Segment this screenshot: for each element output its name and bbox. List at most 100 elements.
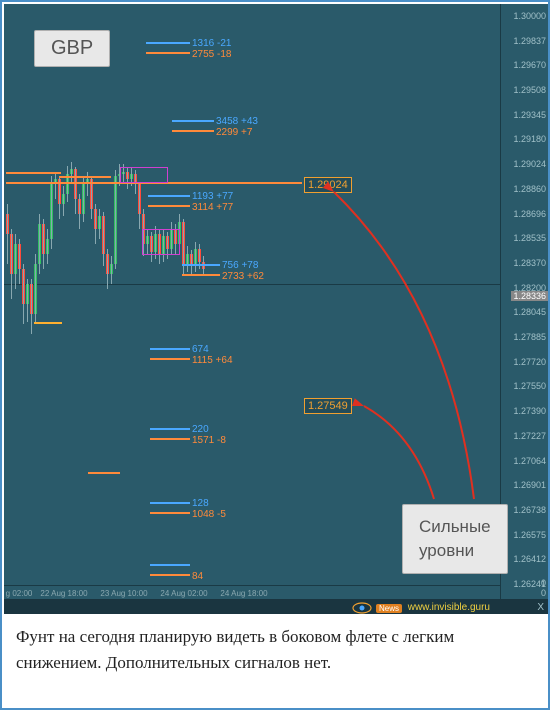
- y-tick-label: 1.28535: [513, 233, 546, 243]
- y-tick-label: 1.27550: [513, 381, 546, 391]
- level-marker-bottom: [150, 438, 190, 440]
- news-badge[interactable]: News: [376, 604, 402, 613]
- watermark-link[interactable]: www.invisible.guru: [408, 602, 490, 613]
- candle: [78, 199, 81, 214]
- chart-bottom-bar: News www.invisible.guru X: [4, 599, 548, 614]
- level-marker-top: [150, 502, 190, 504]
- level-label-top: 756 +78: [222, 260, 258, 271]
- level-marker-top: [146, 42, 190, 44]
- candle: [22, 269, 25, 304]
- price-box: 1.27549: [304, 398, 352, 414]
- candle: [30, 284, 33, 314]
- level-marker-top: [148, 195, 190, 197]
- x-tick-label: 23 Aug 10:00: [100, 589, 147, 598]
- y-tick-label: 1.28860: [513, 184, 546, 194]
- candle: [46, 239, 49, 254]
- candle: [50, 184, 53, 239]
- y-tick-label: 1.29837: [513, 36, 546, 46]
- candle: [106, 254, 109, 274]
- level-label-bottom: 1115 +64: [192, 355, 233, 366]
- level-label-bottom: 2733 +62: [222, 271, 264, 282]
- y-tick-label: 1.29508: [513, 85, 546, 95]
- x-tick-label: g 02:00: [6, 589, 33, 598]
- candle: [62, 194, 65, 204]
- candle: [74, 169, 77, 199]
- current-price-label: 1.28336: [511, 291, 548, 301]
- y-tick-label: 1.27227: [513, 431, 546, 441]
- figure-frame: 1316 -212755 -18 3458 +432299 +7 1193 +773…: [0, 0, 550, 710]
- level-label-bottom: 2755 -18: [192, 49, 231, 60]
- y-tick-label: 1.28045: [513, 307, 546, 317]
- level-marker-bottom: [150, 574, 190, 576]
- level-label-bottom: 2299 +7: [216, 127, 252, 138]
- resistance-line: [6, 172, 61, 174]
- y-tick-label: 1.29024: [513, 159, 546, 169]
- candle: [70, 169, 73, 174]
- eye-icon[interactable]: [352, 601, 372, 613]
- y-tick-label: 1.29180: [513, 134, 546, 144]
- candle: [34, 264, 37, 314]
- level-marker-top: [182, 264, 220, 266]
- callout-strong-levels: Сильныеуровни: [402, 504, 508, 574]
- resistance-line: [88, 472, 120, 474]
- candle: [14, 244, 17, 274]
- y-tick-label: 1.30000: [513, 11, 546, 21]
- level-marker-top: [150, 348, 190, 350]
- level-marker-bottom: [172, 130, 214, 132]
- level-marker-bottom: [146, 52, 190, 54]
- candle: [138, 184, 141, 214]
- candle: [102, 216, 105, 254]
- level-label-top: 128: [192, 498, 209, 509]
- level-label-bottom: 84: [192, 571, 203, 582]
- y-tick-label: 1.27720: [513, 357, 546, 367]
- candle: [114, 176, 117, 264]
- y-tick-label: 1.27885: [513, 332, 546, 342]
- candle: [110, 264, 113, 274]
- y-tick-label: 1.26575: [513, 530, 546, 540]
- indicator-zeros: 00: [541, 578, 546, 598]
- x-axis: g 02:0022 Aug 18:0023 Aug 10:0024 Aug 02…: [4, 585, 500, 599]
- chart-midline: [4, 284, 500, 285]
- resistance-line: [59, 176, 111, 178]
- candle: [186, 254, 189, 264]
- level-label-top: 674: [192, 344, 209, 355]
- y-tick-label: 1.27390: [513, 406, 546, 416]
- level-marker-top: [150, 428, 190, 430]
- candle: [6, 214, 9, 234]
- y-tick-label: 1.26901: [513, 480, 546, 490]
- price-box: 1.29024: [304, 177, 352, 193]
- y-tick-label: 1.27064: [513, 456, 546, 466]
- level-marker-top: [150, 564, 190, 566]
- y-tick-label: 1.26738: [513, 505, 546, 515]
- x-tick-label: 24 Aug 02:00: [160, 589, 207, 598]
- candle: [18, 244, 21, 269]
- level-marker-top: [172, 120, 214, 122]
- highlight-box: [120, 167, 168, 183]
- level-label-top: 220: [192, 424, 209, 435]
- candle: [42, 224, 45, 254]
- level-marker-bottom: [150, 358, 190, 360]
- candle: [182, 222, 185, 264]
- close-icon[interactable]: X: [537, 602, 544, 613]
- y-tick-label: 1.28696: [513, 209, 546, 219]
- level-label-top: 3458 +43: [216, 116, 258, 127]
- x-tick-label: 24 Aug 18:00: [220, 589, 267, 598]
- candle: [82, 184, 85, 214]
- candle: [26, 284, 29, 304]
- level-marker-bottom: [148, 205, 190, 207]
- caption-text: Фунт на сегодня планирую видеть в боково…: [2, 614, 548, 708]
- candle: [98, 216, 101, 229]
- y-tick-label: 1.28370: [513, 258, 546, 268]
- level-label-bottom: 3114 +77: [192, 202, 233, 213]
- level-marker-bottom: [182, 274, 220, 276]
- level-label-top: 1316 -21: [192, 38, 231, 49]
- level-label-bottom: 1571 -8: [192, 435, 226, 446]
- candle: [10, 234, 13, 274]
- level-label-top: 1193 +77: [192, 191, 233, 202]
- candle: [94, 209, 97, 229]
- y-tick-label: 1.26412: [513, 554, 546, 564]
- candle: [198, 249, 201, 262]
- symbol-badge: GBP: [34, 30, 110, 67]
- chart-plot: 1316 -212755 -18 3458 +432299 +7 1193 +773…: [4, 4, 500, 585]
- y-tick-label: 1.29345: [513, 110, 546, 120]
